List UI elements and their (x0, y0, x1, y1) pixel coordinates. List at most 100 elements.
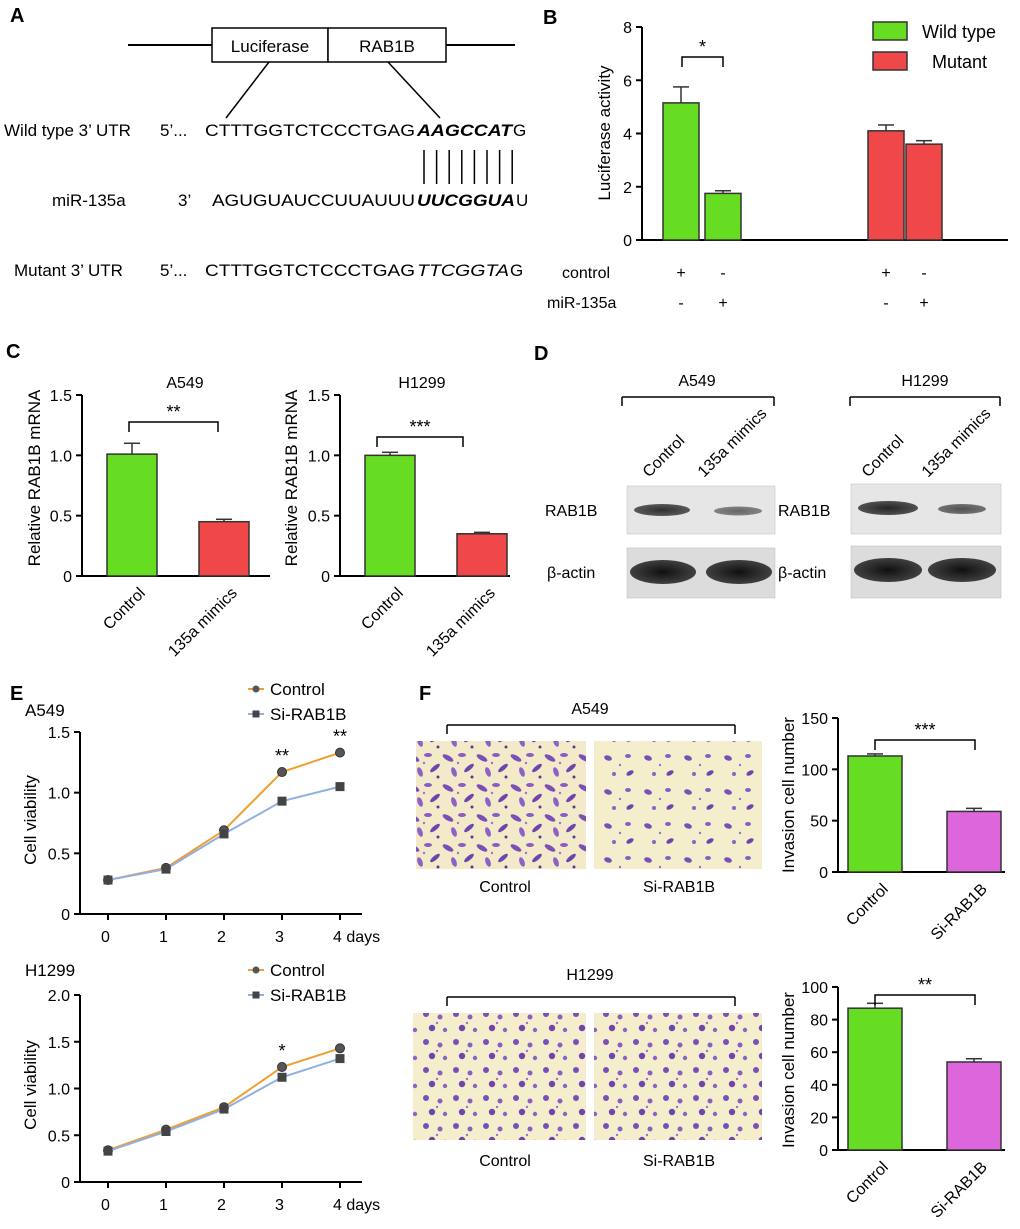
chart-e2-legend-marker (252, 966, 260, 974)
luciferase-box-label: Luciferase (231, 37, 309, 56)
chart-b-y-tick-label: 6 (623, 73, 632, 90)
chart-e1-y-tick-label: 1.0 (48, 786, 70, 803)
mir-135a-label: miR-135a (52, 191, 126, 210)
blot-a549-rab1b-band-mimics (714, 506, 762, 516)
chart-e1-x-tick-label: 0 (101, 929, 110, 946)
chart-f2-y-tick-label: 60 (810, 1045, 828, 1062)
chart-f1-y-axis-label: Invasion cell number (779, 717, 798, 873)
blot-a549-rab1b-band-control (634, 504, 690, 516)
blot-h1299-rab1b-band-control (858, 501, 918, 515)
chart-c1-y-tick-label: 1.0 (50, 448, 72, 465)
chart-f1-y-tick-label: 0 (819, 865, 828, 882)
micrograph-h1299-si-label: Si-RAB1B (643, 1153, 715, 1170)
mir-135a-prefix: 3’ (178, 191, 191, 210)
blot-h1299-actin-band-mimics (928, 558, 996, 582)
chart-e2-si-rab1b-point (103, 1146, 113, 1156)
chart-e2-y-axis-label: Cell viability (21, 1040, 40, 1130)
chart-b-significance-label: * (699, 37, 706, 57)
chart-f1-bar (847, 755, 903, 873)
chart-f1-significance-bracket (874, 739, 976, 750)
blot-h1299-lane-mimics: 135a mimics (919, 405, 995, 481)
chart-e2-legend-label: Control (270, 961, 325, 980)
chart-b-condition-mark: + (676, 265, 685, 282)
chart-e-h1299: 0 0.5 1.0 1.5 2.0 H1299 Cell viability 0 1 2 3 4 da… (21, 961, 380, 1214)
wild-type-seq-seed: AAGCCAT (416, 121, 514, 140)
micrograph-a549-title: A549 (571, 701, 608, 718)
panel-f-micrographs: A549 Control Si-RAB1B H1299 Control Si-R… (413, 701, 762, 1170)
chart-e1-significance-label: ** (333, 727, 347, 747)
wild-type-seq-end: G (513, 121, 526, 140)
blot-h1299-lane-control: Control (859, 432, 907, 480)
chart-b-bar (905, 143, 943, 241)
chart-f1-x-tick-label: Si-RAB1B (928, 881, 991, 944)
chart-b-y-tick-label: 4 (623, 127, 632, 144)
chart-b-bar (662, 102, 700, 241)
blot-h1299-actin-label: β-actin (778, 565, 826, 582)
blot-h1299-actin-band-control (854, 558, 922, 582)
chart-b-legend-label: Wild type (922, 22, 996, 42)
chart-e1-legend-marker (252, 685, 260, 693)
chart-f2-y-tick-label: 0 (819, 1143, 828, 1160)
wild-type-utr-prefix: 5’... (160, 121, 187, 140)
base-pairing-lines (423, 150, 513, 184)
mir-135a-seq-end: U (516, 191, 528, 210)
chart-b-condition-mark: + (718, 295, 727, 312)
chart-e2-x-tick-label: 3 (275, 1197, 284, 1214)
chart-f1-x-tick-label: Control (843, 881, 891, 929)
panel-label-d: D (534, 343, 548, 365)
chart-b-condition-mark: + (881, 265, 890, 282)
chart-b-y-tick-label: 0 (623, 233, 632, 250)
chart-e1-x-tick-label: 4 days (333, 929, 380, 946)
chart-e2-legend-label: Si-RAB1B (270, 986, 347, 1005)
blot-a549-actin-band-mimics (706, 560, 772, 584)
chart-b-legend-swatch (872, 21, 908, 41)
chart-c1-y-tick-label: 0 (63, 569, 72, 586)
micrograph-a549-si-rab1b (594, 741, 762, 869)
micrograph-h1299-si-rab1b (594, 1013, 762, 1140)
chart-f2-x-tick-label: Control (843, 1159, 891, 1207)
chart-b-bar (704, 192, 742, 241)
chart-e1-legend-label: Si-RAB1B (270, 705, 347, 724)
zoom-line-left (225, 61, 270, 119)
panel-label-a: A (10, 5, 24, 27)
chart-c-h1299: 0 0.5 1.0 1.5 H1299 Relative RAB1B mRNA Contro… (282, 375, 510, 660)
chart-f1-y-tick-label: 150 (801, 711, 828, 728)
chart-e1-si-rab1b-point (103, 875, 113, 885)
chart-f2-x-tick-label: Si-RAB1B (928, 1159, 991, 1222)
chart-b-y-tick-label: 8 (623, 20, 632, 37)
chart-e2-y-tick-label: 1.0 (48, 1082, 70, 1099)
chart-e1-control-point (335, 747, 345, 758)
chart-e-a549: 0 0.5 1.0 1.5 A549 Cell viability 0 1 2 3 4 days **… (21, 680, 380, 946)
chart-e2-y-tick-label: 0.5 (48, 1128, 70, 1145)
chart-e2-y-tick-label: 2.0 (48, 988, 70, 1005)
chart-e2-control-point (277, 1061, 287, 1072)
chart-c1-y-tick-label: 1.5 (50, 388, 72, 405)
micrograph-h1299-title: H1299 (566, 967, 613, 984)
blot-a549-lane-control: Control (640, 432, 688, 480)
chart-e2-x-tick-label: 1 (159, 1197, 168, 1214)
chart-c1-x-tick-label: 135a mimics (165, 585, 241, 661)
chart-e2-x-tick-label: 0 (101, 1197, 110, 1214)
chart-c-a549: 0 0.5 1.0 1.5 A549 Relative RAB1B mRNA Control… (25, 375, 270, 660)
micrograph-a549-control-label: Control (479, 879, 531, 896)
chart-c2-bar (456, 533, 508, 577)
chart-f1-y-tick-label: 50 (810, 814, 828, 831)
blot-a549-title: A549 (678, 373, 715, 390)
chart-f1-significance-label: *** (914, 720, 935, 740)
chart-e2-x-tick-label: 2 (217, 1197, 226, 1214)
chart-b-y-tick-label: 2 (623, 180, 632, 197)
panel-a-schematic: Luciferase RAB1B Wild type 3’ UTR 5’... … (4, 27, 528, 280)
chart-e1-legend-marker (252, 710, 260, 718)
chart-e1-legend-label: Control (270, 680, 325, 699)
chart-e2-legend-marker (252, 991, 260, 999)
chart-e1-x-tick-label: 2 (217, 929, 226, 946)
mir-135a-seq-plain: AGUGUAUCCUUAUUU (212, 191, 415, 210)
panel-label-f: F (419, 683, 431, 705)
chart-e1-y-tick-label: 0.5 (48, 846, 70, 863)
chart-f2-bar (847, 1007, 903, 1151)
chart-b-condition-label: control (562, 265, 610, 282)
chart-e2-x-tick-label: 4 days (333, 1197, 380, 1214)
chart-c1-bar (106, 453, 158, 577)
